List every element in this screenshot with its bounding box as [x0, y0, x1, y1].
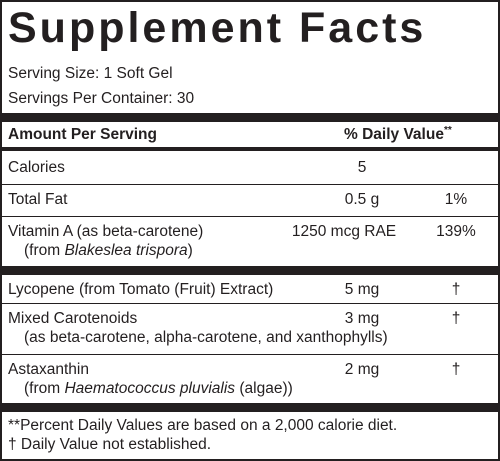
- nutrient-name-calories: Calories: [8, 159, 65, 176]
- row-divider: [2, 184, 498, 185]
- row-divider: [2, 303, 498, 304]
- footnote-percent-daily-values: **Percent Daily Values are based on a 2,…: [8, 417, 398, 434]
- nutrient-amount-total-fat: 0.5 g: [344, 191, 380, 208]
- nutrient-name-mixed-carotenoids: Mixed Carotenoids: [8, 310, 138, 327]
- nutrient-amount-astaxanthin: 2 mg: [344, 361, 380, 378]
- nutrient-dv-astaxanthin: †: [451, 361, 461, 378]
- thick-divider: [2, 113, 498, 122]
- nutrient-amount-vitamin-a: 1250 mcg RAE: [291, 223, 397, 240]
- nutrient-source-vitamin-a: (from Blakeslea trispora): [24, 242, 193, 259]
- daily-value-header: % Daily Value**: [344, 124, 452, 143]
- amount-per-serving-header: Amount Per Serving: [8, 126, 157, 143]
- nutrient-dv-vitamin-a: 139%: [436, 223, 476, 240]
- nutrient-dv-lycopene: †: [451, 281, 461, 298]
- nutrient-source-mixed-carotenoids: (as beta-carotene, alpha-carotene, and x…: [24, 329, 388, 346]
- thick-divider: [2, 266, 498, 275]
- nutrient-name-lycopene: Lycopene (from Tomato (Fruit) Extract): [8, 281, 274, 298]
- row-divider: [2, 354, 498, 355]
- nutrient-dv-total-fat: 1%: [444, 191, 468, 208]
- nutrient-name-vitamin-a: Vitamin A (as beta-carotene): [8, 223, 204, 240]
- thick-divider: [2, 403, 498, 412]
- nutrient-amount-mixed-carotenoids: 3 mg: [344, 310, 380, 327]
- nutrient-dv-mixed-carotenoids: †: [451, 310, 461, 327]
- footnote-daily-value-not-established: † Daily Value not established.: [8, 436, 212, 453]
- nutrient-amount-lycopene: 5 mg: [344, 281, 380, 298]
- serving-size: Serving Size: 1 Soft Gel: [8, 65, 173, 82]
- nutrient-name-total-fat: Total Fat: [8, 191, 68, 208]
- nutrient-amount-calories: 5: [357, 159, 367, 176]
- row-divider: [2, 216, 498, 217]
- panel-title: Supplement Facts: [8, 4, 427, 52]
- header-divider: [2, 147, 498, 151]
- nutrient-source-astaxanthin: (from Haematococcus pluvialis (algae)): [24, 380, 293, 397]
- nutrient-name-astaxanthin: Astaxanthin: [8, 361, 89, 378]
- servings-per-container: Servings Per Container: 30: [8, 90, 195, 107]
